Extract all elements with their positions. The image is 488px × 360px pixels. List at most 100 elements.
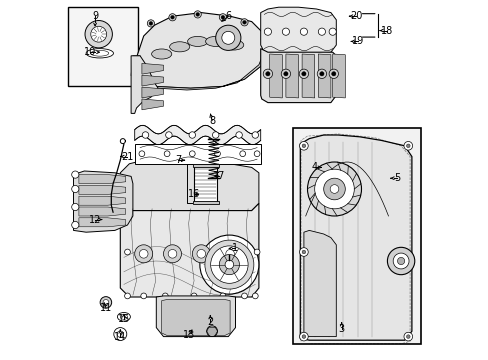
Polygon shape [162, 300, 230, 336]
Text: 9: 9 [92, 11, 98, 21]
Ellipse shape [223, 40, 244, 50]
Circle shape [72, 203, 79, 211]
Circle shape [302, 250, 305, 254]
Circle shape [192, 245, 210, 263]
Bar [193, 201, 219, 204]
Bar [194, 166, 217, 203]
Polygon shape [120, 159, 258, 211]
Circle shape [196, 13, 199, 16]
Circle shape [219, 255, 239, 275]
Circle shape [265, 72, 269, 76]
Circle shape [323, 178, 345, 200]
Ellipse shape [120, 314, 127, 319]
Circle shape [164, 151, 170, 157]
Polygon shape [79, 175, 125, 184]
Text: 21: 21 [121, 152, 133, 162]
Circle shape [214, 151, 220, 157]
Text: 3: 3 [338, 324, 344, 334]
Circle shape [134, 245, 152, 263]
Circle shape [210, 246, 247, 283]
Circle shape [91, 26, 106, 42]
Circle shape [124, 293, 130, 299]
Circle shape [300, 28, 307, 35]
Polygon shape [260, 49, 336, 103]
Text: 1: 1 [232, 243, 238, 253]
Circle shape [302, 335, 305, 338]
Circle shape [103, 300, 108, 305]
Circle shape [406, 335, 409, 338]
Circle shape [317, 69, 326, 78]
Circle shape [85, 21, 112, 48]
Circle shape [163, 245, 181, 263]
Circle shape [221, 15, 224, 19]
Polygon shape [260, 7, 336, 56]
Polygon shape [79, 196, 125, 205]
Ellipse shape [91, 50, 108, 56]
Circle shape [251, 132, 258, 138]
Polygon shape [79, 185, 125, 194]
Circle shape [168, 14, 176, 21]
Circle shape [301, 72, 305, 76]
Circle shape [252, 293, 258, 299]
Text: 7: 7 [174, 155, 181, 165]
Circle shape [241, 293, 247, 299]
Circle shape [206, 326, 217, 337]
Text: 5: 5 [393, 173, 400, 183]
Text: 16: 16 [187, 189, 200, 199]
Circle shape [281, 69, 290, 78]
Circle shape [264, 28, 271, 35]
Text: 12: 12 [89, 215, 101, 225]
Circle shape [100, 297, 111, 308]
Circle shape [72, 221, 79, 229]
Circle shape [386, 247, 414, 275]
Circle shape [194, 11, 201, 18]
Polygon shape [300, 135, 411, 340]
Circle shape [263, 69, 272, 78]
Circle shape [204, 240, 253, 289]
Polygon shape [269, 54, 282, 98]
Circle shape [147, 20, 154, 27]
Polygon shape [332, 54, 345, 98]
Circle shape [221, 245, 239, 263]
Circle shape [114, 328, 126, 341]
Circle shape [235, 132, 242, 138]
Circle shape [406, 144, 409, 148]
Text: 4: 4 [311, 162, 317, 172]
Circle shape [329, 185, 338, 193]
Circle shape [328, 28, 336, 35]
Polygon shape [120, 203, 258, 297]
Polygon shape [318, 54, 330, 98]
Polygon shape [142, 99, 163, 110]
Circle shape [170, 15, 174, 19]
Circle shape [403, 332, 412, 341]
Text: 13: 13 [182, 330, 194, 340]
Circle shape [222, 31, 234, 44]
Circle shape [299, 248, 307, 256]
Circle shape [241, 19, 247, 26]
Circle shape [139, 249, 148, 258]
Circle shape [189, 132, 195, 138]
Circle shape [282, 28, 289, 35]
Text: 18: 18 [380, 26, 392, 36]
Circle shape [392, 253, 408, 269]
Circle shape [200, 235, 258, 294]
Polygon shape [303, 230, 336, 337]
Text: 8: 8 [208, 116, 215, 126]
Polygon shape [131, 56, 140, 76]
Circle shape [314, 169, 354, 209]
Circle shape [142, 132, 148, 138]
Polygon shape [134, 125, 260, 145]
Text: 11: 11 [100, 303, 112, 313]
Polygon shape [142, 87, 163, 98]
Ellipse shape [187, 36, 207, 46]
Text: 2: 2 [207, 317, 213, 327]
Circle shape [403, 141, 412, 150]
Circle shape [254, 151, 260, 157]
Circle shape [117, 331, 123, 337]
Circle shape [220, 293, 225, 299]
Circle shape [239, 151, 245, 157]
Circle shape [191, 293, 197, 299]
Polygon shape [142, 75, 163, 86]
Circle shape [319, 72, 324, 76]
Polygon shape [79, 207, 125, 216]
